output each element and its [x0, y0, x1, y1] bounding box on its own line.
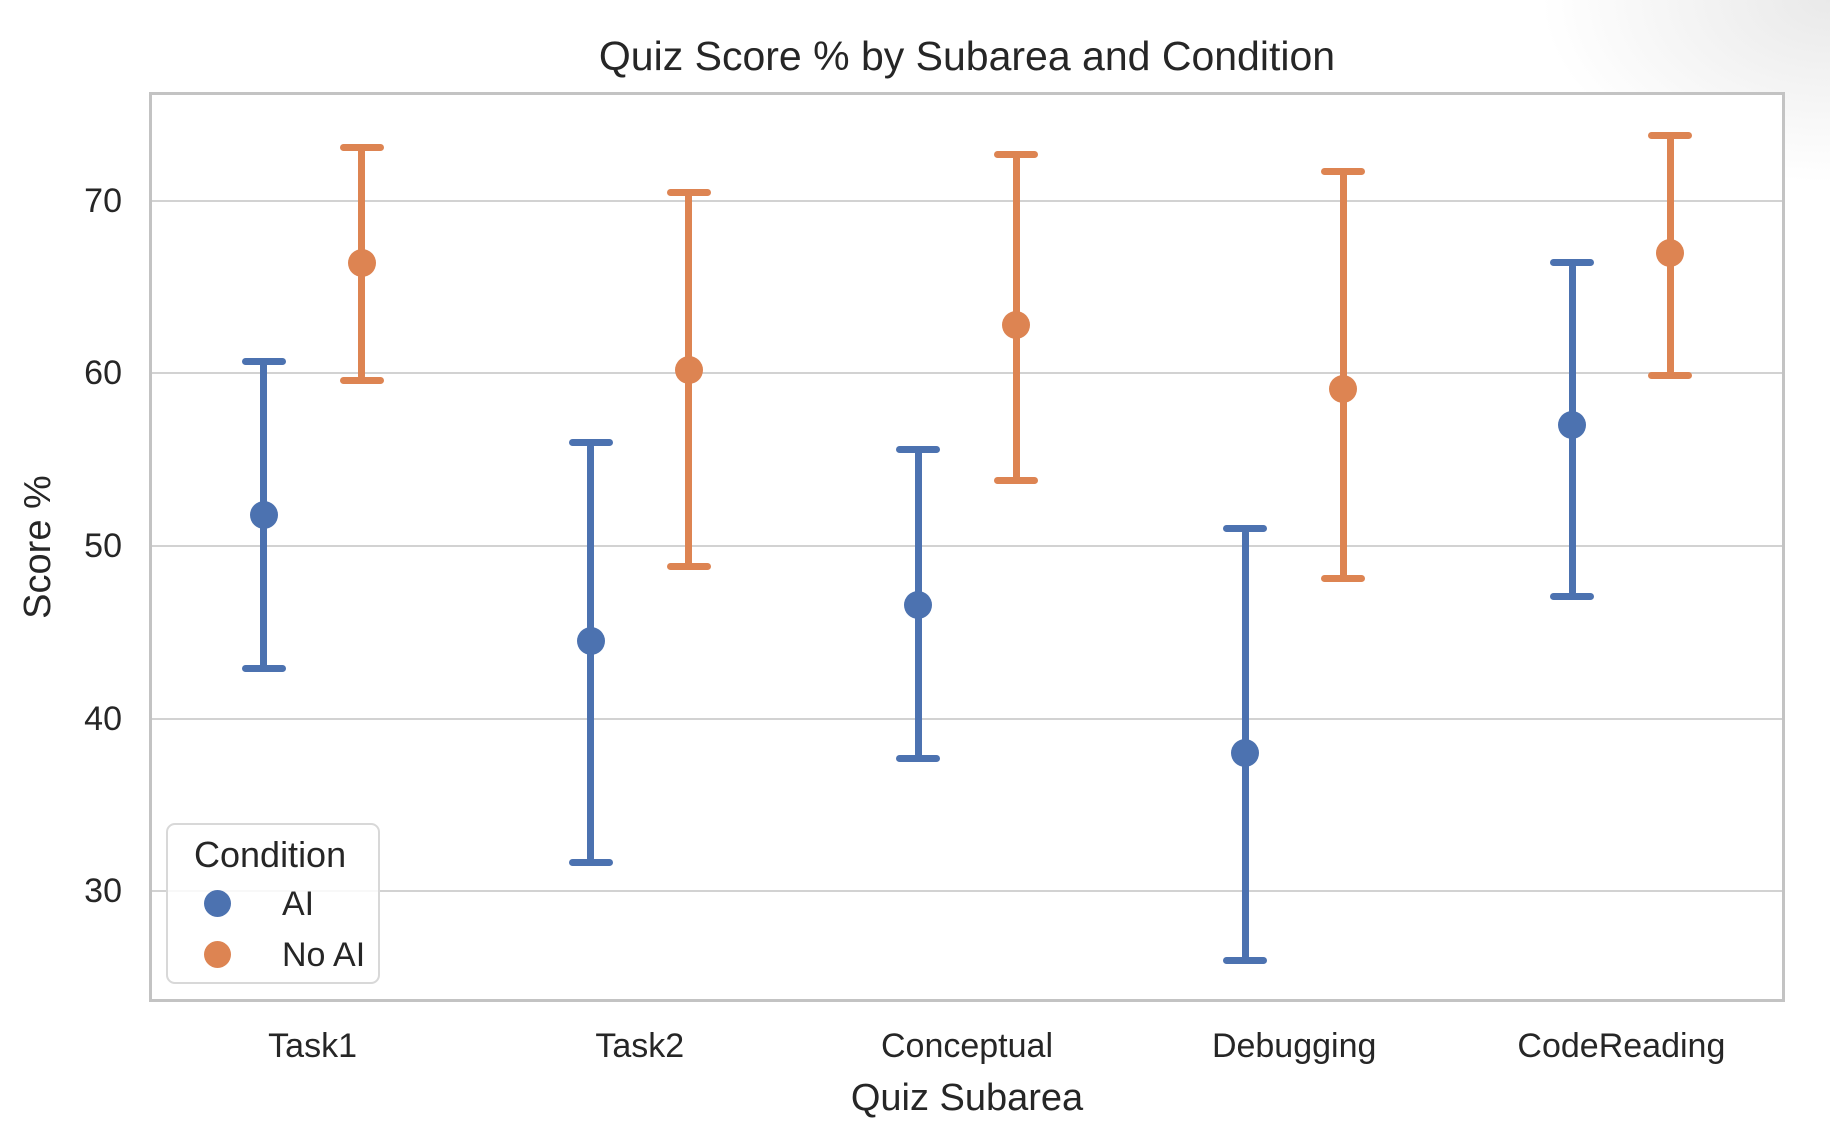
point-marker-ai-0: [249, 501, 278, 530]
error-bar-cap-bottom-ai-1: [568, 858, 613, 866]
error-bar-cap-bottom-ai-0: [241, 665, 286, 673]
x-tick-label-task1: Task1: [268, 1027, 357, 1065]
point-marker-no-ai-4: [1656, 238, 1685, 267]
chart-title: Quiz Score % by Subarea and Condition: [598, 33, 1336, 79]
legend-marker-ai-icon: [204, 890, 231, 917]
legend-title: Condition: [194, 834, 347, 875]
x-tick-label-task2: Task2: [595, 1027, 685, 1065]
gridline-30: [152, 890, 1782, 893]
x-tick-label-codereading: CodeReading: [1517, 1027, 1726, 1065]
point-marker-no-ai-2: [1002, 311, 1030, 340]
gridline-60: [152, 372, 1782, 375]
error-bar-cap-top-ai-0: [241, 357, 286, 365]
error-bar-cap-bottom-no-ai-2: [994, 477, 1038, 485]
legend-box: Condition AI No AI: [166, 823, 380, 984]
gridline-40: [152, 717, 1782, 720]
point-marker-ai-3: [1231, 739, 1260, 768]
error-bar-cap-top-no-ai-4: [1648, 131, 1693, 139]
point-marker-ai-4: [1558, 411, 1587, 440]
gridline-50: [152, 545, 1782, 548]
x-tick-label-conceptual: Conceptual: [880, 1027, 1053, 1065]
error-bar-cap-top-no-ai-2: [994, 150, 1038, 158]
y-tick-label-60: 60: [84, 354, 122, 393]
point-marker-no-ai-0: [347, 248, 376, 277]
error-bar-cap-top-no-ai-3: [1321, 167, 1366, 175]
legend-marker-no-ai-icon: [204, 941, 231, 968]
error-bar-cap-bottom-ai-4: [1550, 592, 1595, 600]
error-bar-cap-top-no-ai-1: [666, 188, 711, 196]
error-bar-cap-top-ai-3: [1223, 525, 1268, 533]
error-bar-cap-top-ai-1: [568, 439, 613, 447]
legend-label-ai: AI: [282, 885, 315, 923]
gridline-70: [152, 199, 1782, 202]
error-bar-cap-bottom-no-ai-3: [1321, 575, 1366, 583]
legend-item-no-ai: No AI: [168, 938, 378, 972]
error-bar-cap-bottom-ai-2: [896, 755, 940, 763]
y-tick-label-30: 30: [84, 872, 122, 911]
error-bar-cap-bottom-no-ai-0: [339, 376, 384, 384]
point-marker-no-ai-1: [674, 356, 703, 384]
error-bar-cap-top-ai-2: [896, 445, 940, 453]
y-tick-label-50: 50: [84, 527, 122, 566]
error-bar-cap-top-no-ai-0: [339, 143, 384, 151]
legend-item-ai: AI: [168, 887, 378, 921]
x-axis-title: Quiz Subarea: [850, 1077, 1084, 1119]
point-marker-ai-1: [576, 627, 605, 656]
point-marker-ai-2: [904, 590, 932, 619]
y-tick-label-70: 70: [84, 181, 122, 220]
legend-label-no-ai: No AI: [282, 936, 366, 974]
error-bar-cap-bottom-no-ai-4: [1648, 371, 1693, 379]
error-bar-cap-bottom-ai-3: [1223, 957, 1268, 965]
plot-area: [149, 92, 1785, 1002]
point-marker-no-ai-3: [1329, 375, 1358, 403]
y-tick-label-40: 40: [84, 699, 122, 738]
error-bar-cap-top-ai-4: [1550, 259, 1595, 267]
x-tick-label-debugging: Debugging: [1211, 1027, 1377, 1065]
error-bar-cap-bottom-no-ai-1: [666, 563, 711, 571]
